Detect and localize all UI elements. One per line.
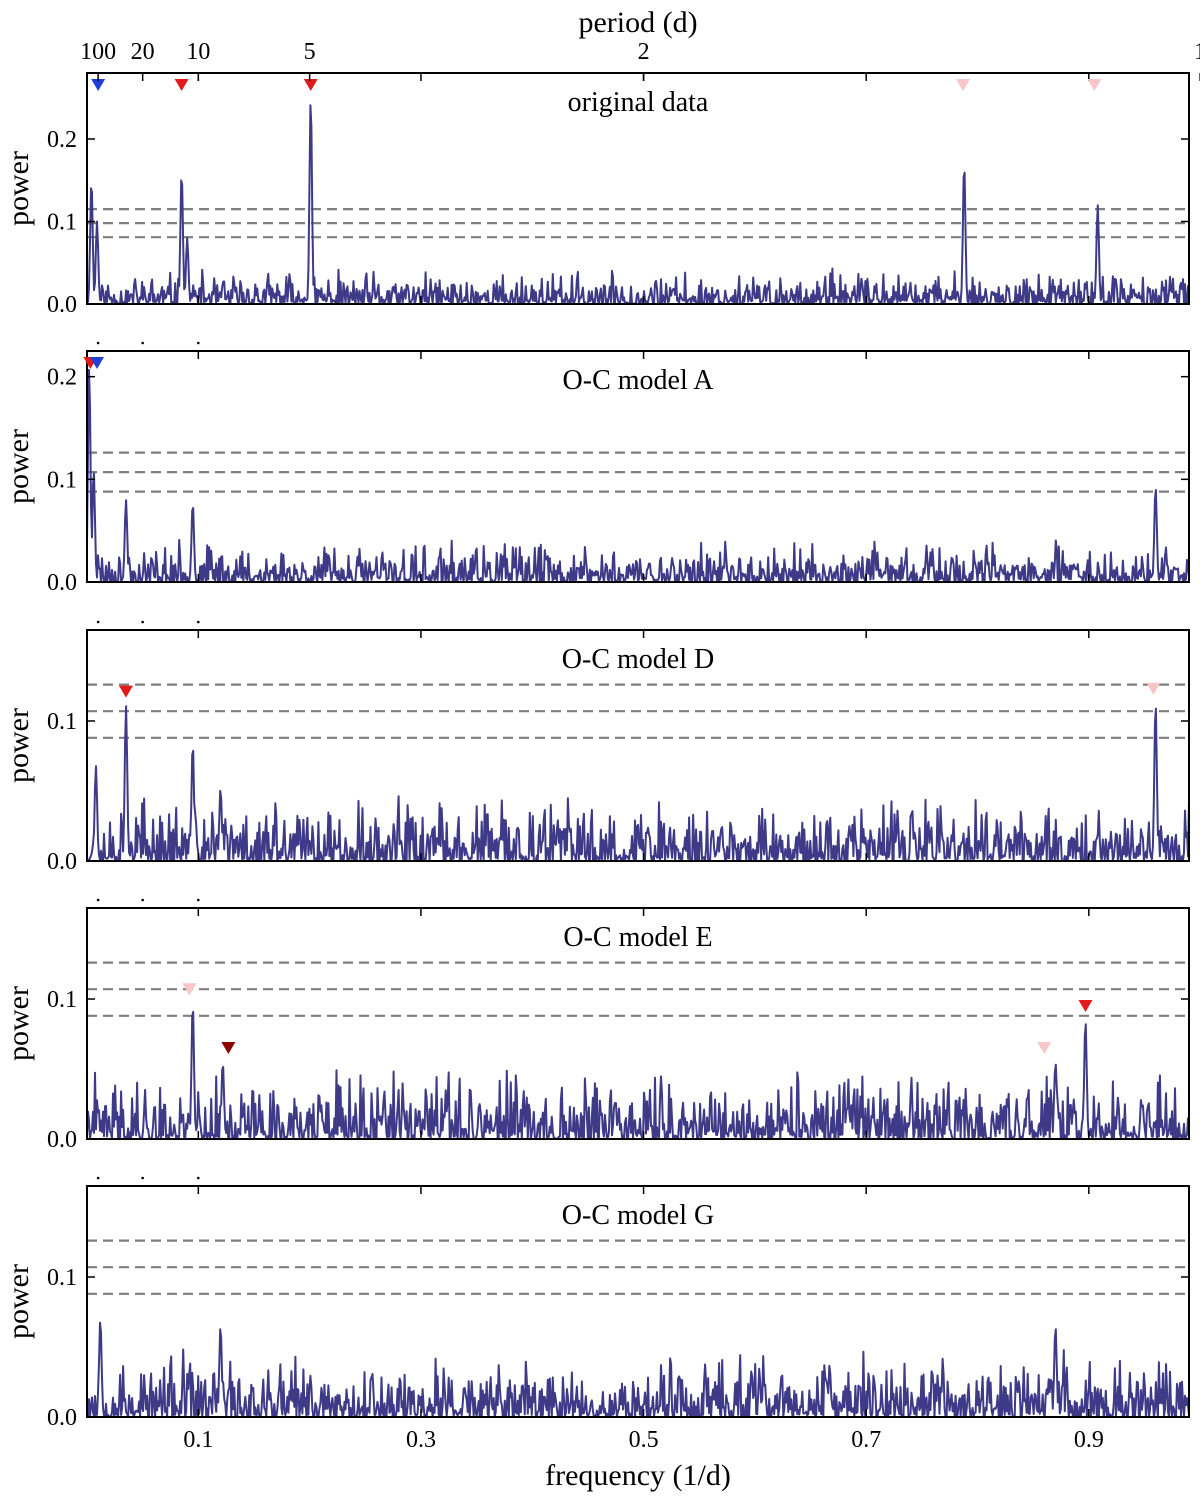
y-axis-label: power	[2, 151, 35, 226]
peak-marker-0	[118, 685, 133, 698]
x-tick-label: 0.9	[1074, 1427, 1104, 1453]
y-tick-label: 0.1	[47, 210, 77, 236]
period-tick-label: 20	[131, 39, 155, 65]
y-tick-label: 0.2	[47, 365, 77, 391]
period-tick-label: 10	[186, 39, 210, 65]
peak-marker-4	[1087, 79, 1102, 91]
x-tick-label: 0.7	[851, 1427, 881, 1453]
period-dot	[96, 1176, 100, 1180]
period-dot	[197, 341, 200, 345]
period-dot	[141, 341, 144, 345]
peak-marker-3	[956, 79, 971, 91]
period-dot	[96, 620, 100, 624]
period-tick-label: 100	[80, 39, 116, 65]
y-tick-label: 0.1	[47, 467, 77, 493]
y-tick-label: 0.0	[47, 1405, 77, 1431]
top-axis-label: period (d)	[578, 6, 697, 39]
period-dot	[197, 898, 200, 902]
y-tick-label: 0.0	[47, 570, 77, 596]
y-tick-label: 0.0	[47, 849, 77, 875]
x-tick-label: 0.5	[629, 1427, 659, 1453]
y-tick-label: 0.1	[47, 987, 77, 1013]
panel-title: O-C model D	[562, 644, 714, 675]
panel-title: O-C model G	[562, 1200, 714, 1231]
peak-marker-1	[1146, 682, 1161, 695]
peak-marker-3	[1078, 1000, 1093, 1012]
period-tick-label: 1	[1194, 39, 1200, 65]
x-tick-label: 0.3	[406, 1427, 436, 1453]
period-dot	[96, 341, 100, 345]
y-axis-label: power	[2, 429, 35, 504]
x-axis-label: frequency (1/d)	[545, 1459, 731, 1492]
y-tick-label: 0.2	[47, 127, 77, 153]
y-tick-label: 0.1	[47, 1265, 77, 1291]
panel-frame	[86, 629, 1190, 862]
period-tick-label: 2	[638, 39, 650, 65]
y-axis-label: power	[2, 708, 35, 783]
panel-3: 0.0 0.1 power O-C model E	[2, 898, 1190, 1153]
periodogram-line	[87, 705, 1189, 861]
period-dot	[141, 898, 144, 902]
peak-marker-0	[182, 983, 197, 996]
period-dot	[96, 898, 100, 902]
period-dot	[141, 620, 144, 624]
panel-title: O-C model A	[563, 365, 715, 396]
y-axis-label: power	[2, 1264, 35, 1339]
x-tick-label: 0.1	[183, 1427, 213, 1453]
panel-frame	[86, 907, 1190, 1140]
periodogram-line	[87, 1321, 1189, 1417]
peak-marker-1	[174, 79, 189, 91]
panel-frame	[86, 72, 1190, 305]
panel-frame	[86, 1185, 1190, 1418]
panel-title: O-C model E	[563, 922, 712, 953]
periodogram-line	[87, 104, 1189, 304]
peak-marker-0	[91, 79, 106, 91]
period-tick-label: 5	[304, 39, 316, 65]
peak-marker-1	[221, 1042, 236, 1054]
peak-marker-1	[90, 357, 105, 369]
y-tick-label: 0.0	[47, 292, 77, 318]
panel-frame	[86, 350, 1190, 583]
y-axis-label: power	[2, 986, 35, 1061]
period-dot	[197, 1176, 200, 1180]
period-dot	[197, 620, 200, 624]
y-tick-label: 0.1	[47, 709, 77, 735]
periodogram-line	[87, 1010, 1189, 1139]
peak-marker-2	[303, 79, 318, 91]
panel-2: 0.0 0.1 power O-C model D	[2, 620, 1190, 875]
periodogram-line	[87, 368, 1189, 582]
period-dot	[141, 1176, 144, 1180]
panel-1: 0.0 0.1 0.2 power O-C model A	[2, 341, 1190, 596]
panel-4: 0.0 0.1 power O-C model G 0.1 0.3 0.5 0.7 0.9	[2, 1176, 1190, 1453]
panel-title: original data	[568, 87, 709, 118]
y-tick-label: 0.0	[47, 1127, 77, 1153]
panel-0: 0.0 0.1 0.2 power original data 100 20 10 5 2 1	[2, 39, 1200, 318]
peak-marker-2	[1037, 1042, 1052, 1054]
